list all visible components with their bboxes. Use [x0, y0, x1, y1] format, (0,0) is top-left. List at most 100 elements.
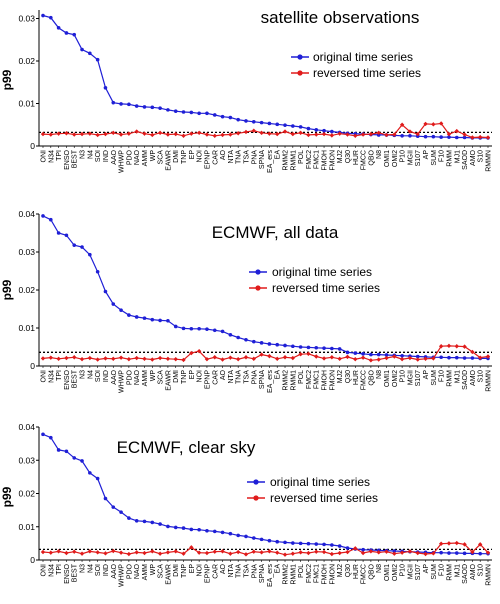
- reversed-series-point: [438, 121, 444, 126]
- original-series-line: [42, 433, 488, 555]
- original-series-point: [166, 108, 170, 112]
- original-series-point: [330, 129, 334, 134]
- reversed-series-point: [196, 550, 202, 555]
- x-tick-label: RMMN: [486, 370, 493, 392]
- reversed-series-point: [103, 356, 108, 361]
- reversed-series-point: [368, 549, 374, 554]
- y-axis-label: p99: [0, 279, 14, 300]
- original-series-point: [415, 354, 420, 359]
- legend-reversed-label: reversed time series: [313, 66, 421, 80]
- original-series-point: [173, 525, 178, 530]
- original-series-point: [353, 351, 358, 355]
- x-tick-label: BEST: [72, 149, 79, 168]
- x-tick-label: F10: [439, 150, 446, 162]
- reversed-series-point: [462, 132, 467, 137]
- reversed-series-point: [40, 549, 46, 555]
- x-tick-label: RMM1: [290, 370, 297, 391]
- original-series-point: [181, 110, 186, 114]
- x-tick-label: RMMN: [486, 150, 493, 172]
- x-tick-label: MGII: [407, 370, 414, 385]
- x-tick-label: AMO: [470, 369, 477, 386]
- reversed-series-point: [142, 131, 147, 136]
- x-tick-label: MJ1: [454, 564, 461, 577]
- x-tick-label: MGII: [407, 564, 414, 579]
- reversed-series-point: [267, 353, 272, 359]
- reversed-series-point: [275, 356, 280, 361]
- reversed-series-point: [446, 541, 452, 546]
- legend-reversed-marker: [297, 70, 303, 76]
- x-tick-label: TNP: [181, 564, 188, 578]
- reversed-series-point: [72, 132, 77, 137]
- reversed-series-point: [462, 344, 467, 349]
- reversed-series-point: [235, 131, 241, 136]
- x-tick-label: S10: [478, 150, 485, 163]
- original-series-point: [111, 302, 116, 306]
- x-tick-label: Q30: [345, 150, 352, 163]
- x-tick-label: POL: [298, 370, 305, 384]
- reversed-series-point: [345, 354, 350, 360]
- x-tick-label: EA_ers: [267, 564, 274, 587]
- reversed-series-point: [415, 357, 420, 362]
- panel-title: ECMWF, clear sky: [117, 438, 256, 457]
- original-series-point: [212, 529, 217, 534]
- reversed-series-point: [321, 131, 327, 137]
- reversed-series-point: [189, 350, 194, 356]
- x-tick-label: RMM: [446, 370, 453, 387]
- reversed-series-point: [118, 132, 124, 137]
- original-series-point: [72, 243, 77, 247]
- legend-reversed-label: reversed time series: [270, 491, 378, 505]
- reversed-series-point: [431, 122, 436, 127]
- x-tick-label: DMI: [173, 150, 180, 163]
- original-series-point: [49, 435, 53, 440]
- reversed-series-point: [157, 130, 163, 136]
- original-series-point: [127, 516, 131, 520]
- reversed-series-point: [204, 132, 210, 137]
- x-tick-label: EA_ers: [267, 370, 274, 393]
- original-series-point: [212, 328, 217, 333]
- original-series-point: [197, 326, 201, 331]
- original-series-point: [275, 122, 280, 127]
- reversed-series-point: [142, 550, 147, 556]
- original-series-point: [298, 541, 303, 546]
- reversed-series-point: [314, 549, 319, 554]
- x-tick-label: EA: [275, 150, 282, 160]
- reversed-series-point: [204, 550, 210, 556]
- original-series-point: [298, 125, 303, 129]
- original-series-point: [142, 316, 147, 320]
- reversed-series-point: [384, 132, 389, 138]
- reversed-series-point: [111, 548, 116, 554]
- original-series-point: [314, 542, 319, 546]
- reversed-series-point: [40, 356, 46, 361]
- reversed-series-point: [64, 355, 69, 361]
- original-series-point: [454, 355, 459, 360]
- reversed-series-point: [118, 550, 124, 555]
- reversed-series-point: [329, 133, 335, 138]
- reversed-series-point: [150, 549, 155, 554]
- original-series-point: [88, 51, 92, 56]
- x-tick-label: PNA: [251, 370, 258, 385]
- x-tick-label: QBO: [368, 563, 375, 579]
- reversed-series-point: [337, 131, 342, 136]
- x-tick-label: NAO: [134, 369, 141, 385]
- reversed-series-point: [376, 357, 381, 362]
- x-tick-label: NAO: [134, 149, 141, 165]
- x-tick-label: S107: [415, 370, 422, 386]
- original-series-point: [244, 119, 248, 123]
- reversed-series-point: [431, 551, 436, 556]
- x-tick-label: EA_ers: [267, 150, 274, 173]
- x-tick-label: EPNP: [204, 564, 211, 583]
- original-series-line: [42, 215, 488, 359]
- original-series-point: [291, 344, 295, 349]
- reversed-series-point: [196, 348, 202, 354]
- reversed-series-point: [220, 357, 225, 362]
- reversed-series-point: [275, 131, 280, 137]
- x-tick-label: EPNP: [204, 370, 211, 389]
- original-series-point: [431, 134, 436, 139]
- original-series-point: [103, 85, 108, 90]
- y-tick-label: 0.02: [18, 56, 35, 66]
- reversed-series-point: [173, 549, 178, 554]
- x-tick-label: RMM2: [283, 150, 290, 171]
- original-series-point: [345, 546, 350, 550]
- x-tick-label: MJ2: [337, 564, 344, 577]
- reversed-series-point: [204, 356, 210, 362]
